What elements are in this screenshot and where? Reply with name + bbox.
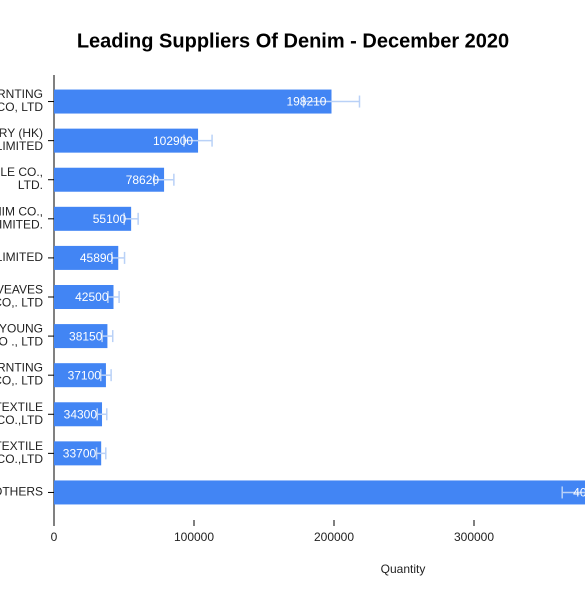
bar — [54, 363, 106, 388]
value-label: 33700 — [63, 447, 97, 461]
y-tick-label: RNTING CO, LTD — [0, 87, 43, 114]
error-bar — [107, 291, 120, 303]
y-tick-label: TEXTILECO.,LTD — [0, 439, 43, 466]
value-label: 78620 — [126, 173, 160, 187]
x-axis-label: Quantity — [381, 562, 426, 576]
x-tick-label: 200000 — [314, 530, 354, 544]
bar — [54, 245, 119, 270]
bar — [54, 167, 165, 192]
value-label: 403000 — [573, 486, 585, 500]
error-bar — [183, 134, 213, 147]
error-bar — [111, 251, 126, 264]
bar — [54, 206, 132, 231]
value-label: 38150 — [69, 329, 103, 343]
value-label: 34300 — [64, 407, 98, 421]
bar — [54, 402, 103, 427]
y-tick-label: LIMITED — [0, 250, 43, 264]
x-tick-label: 0 — [51, 530, 58, 544]
y-tick-label: LE CO., LTD. — [0, 165, 43, 192]
x-tick-label: 300000 — [454, 530, 494, 544]
y-tick-label: YOUNG O ., LTD — [0, 322, 43, 349]
value-label: 45890 — [80, 251, 114, 265]
value-label: 37100 — [68, 368, 102, 382]
error-bar — [302, 95, 361, 108]
value-label: 102900 — [153, 134, 193, 148]
error-bar — [123, 212, 139, 225]
error-bar — [561, 486, 585, 499]
y-tick-label: NIM CO.,IMITED. — [0, 204, 43, 231]
bar — [54, 480, 585, 505]
error-bar — [96, 408, 108, 421]
y-tick-label: RY (HK) LIMITED — [0, 126, 43, 153]
y-tick-label: TEXTILECO.,LTD — [0, 400, 43, 427]
y-tick-label: VEAVESCO,. LTD — [0, 283, 43, 310]
chart-title: Leading Suppliers Of Denim - December 20… — [77, 30, 509, 52]
error-bar — [101, 330, 114, 343]
bar — [54, 285, 114, 309]
bar — [54, 441, 102, 466]
x-tick-label: 100000 — [174, 530, 214, 544]
bar — [54, 89, 332, 114]
error-bar — [100, 369, 112, 382]
value-label: 42500 — [75, 290, 109, 304]
value-label: 198210 — [286, 95, 326, 109]
error-bar — [95, 447, 107, 460]
value-label: 55100 — [93, 212, 127, 226]
error-bar — [153, 173, 175, 186]
y-tick-label: OTHERS — [0, 485, 43, 499]
bar — [54, 324, 108, 349]
bar — [54, 128, 199, 153]
